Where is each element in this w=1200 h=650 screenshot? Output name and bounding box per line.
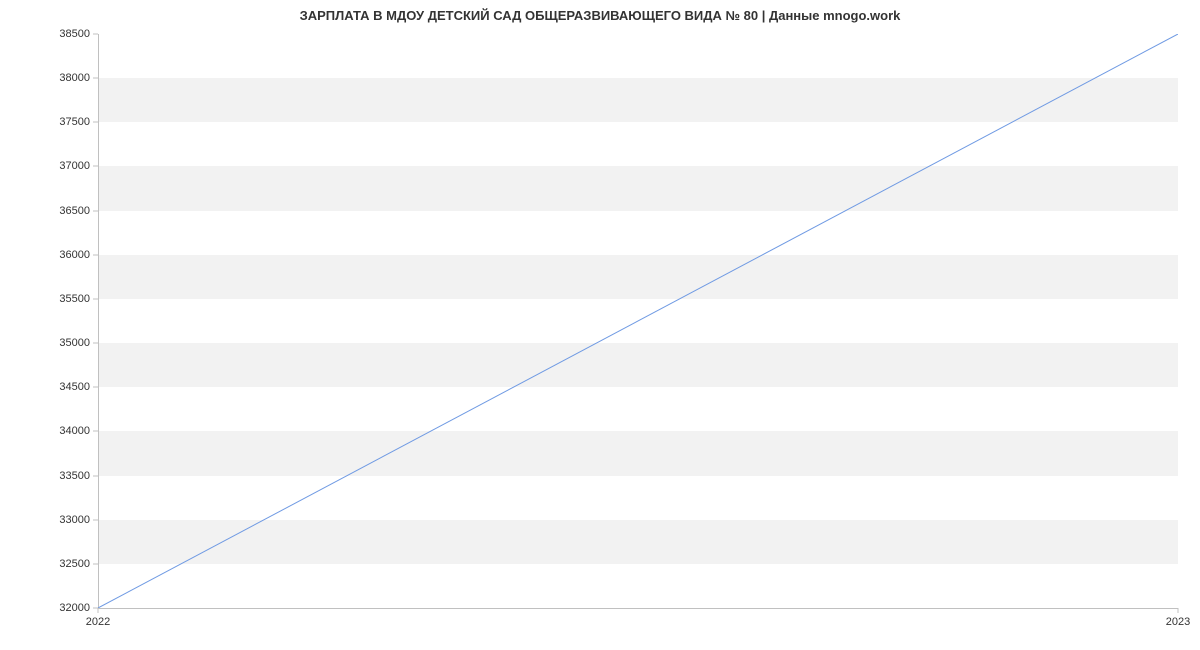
series-salary: [98, 34, 1178, 608]
y-tick-label: 34500: [59, 381, 98, 393]
salary-line-chart: ЗАРПЛАТА В МДОУ ДЕТСКИЙ САД ОБЩЕРАЗВИВАЮ…: [0, 0, 1200, 650]
y-tick-label: 36000: [59, 249, 98, 261]
plot-area: 3200032500330003350034000345003500035500…: [98, 34, 1178, 608]
y-tick-label: 33000: [59, 514, 98, 526]
y-tick-label: 34000: [59, 425, 98, 437]
y-tick-label: 37000: [59, 160, 98, 172]
chart-title: ЗАРПЛАТА В МДОУ ДЕТСКИЙ САД ОБЩЕРАЗВИВАЮ…: [0, 8, 1200, 23]
series-line: [98, 34, 1178, 608]
y-tick-label: 32500: [59, 558, 98, 570]
y-tick-label: 35500: [59, 293, 98, 305]
y-tick-label: 37500: [59, 116, 98, 128]
x-tick-label: 2023: [1166, 608, 1190, 628]
y-tick-label: 38500: [59, 28, 98, 40]
x-tick-label: 2022: [86, 608, 110, 628]
y-tick-label: 36500: [59, 205, 98, 217]
y-tick-label: 33500: [59, 470, 98, 482]
x-axis-line: [98, 608, 1178, 609]
y-tick-label: 35000: [59, 337, 98, 349]
y-tick-label: 38000: [59, 72, 98, 84]
